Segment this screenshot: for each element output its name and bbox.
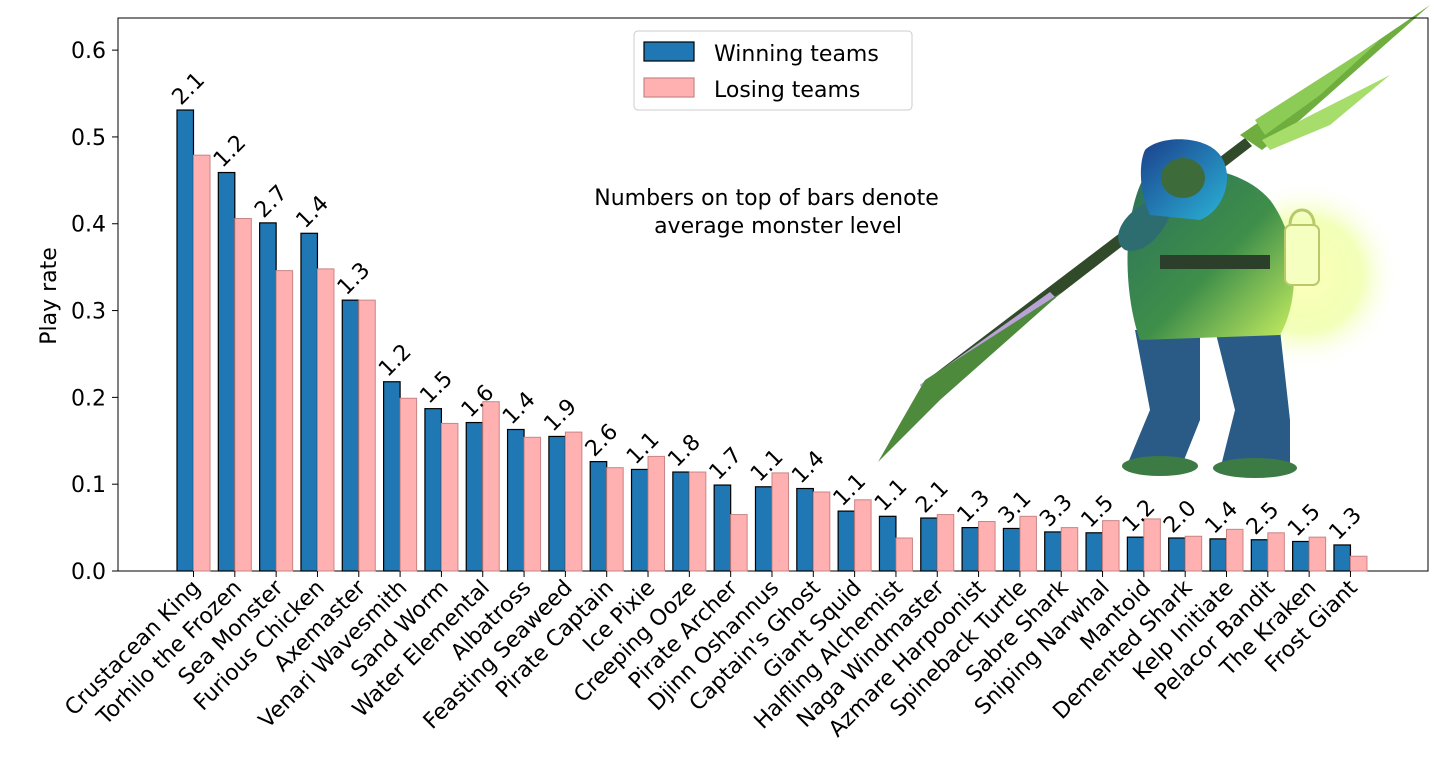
bar-winning bbox=[548, 435, 566, 572]
y-tick-label: 0.5 bbox=[71, 126, 106, 151]
bar-winning bbox=[1333, 544, 1352, 572]
bar-winning bbox=[259, 222, 277, 572]
bar-winning bbox=[424, 408, 443, 572]
bar-winning bbox=[1002, 527, 1021, 572]
bar-winning bbox=[796, 487, 814, 572]
legend-label-losing: Losing teams bbox=[714, 78, 860, 103]
y-tick-label: 0.1 bbox=[71, 473, 106, 498]
annotation-text: Numbers on top of bars denote average mo… bbox=[594, 186, 945, 239]
bar-winning bbox=[1168, 537, 1186, 572]
monster-illustration bbox=[878, 5, 1430, 478]
y-tick-label: 0.0 bbox=[71, 560, 106, 585]
bar-losing bbox=[316, 268, 335, 572]
bar-losing bbox=[812, 491, 831, 572]
bar-losing bbox=[1226, 528, 1244, 572]
bar-winning bbox=[1292, 540, 1310, 572]
bar-winning bbox=[383, 381, 401, 572]
annotation-line-2: average monster level bbox=[654, 214, 902, 239]
bar-losing bbox=[523, 436, 542, 572]
legend-swatch-losing bbox=[643, 77, 695, 98]
bars bbox=[176, 109, 1368, 572]
bar-winning bbox=[217, 171, 236, 572]
bar-winning bbox=[754, 486, 773, 572]
legend-label-winning: Winning teams bbox=[714, 42, 879, 67]
bar-losing bbox=[234, 218, 252, 572]
bar-losing bbox=[647, 455, 666, 572]
bar-winning bbox=[1250, 539, 1269, 572]
bar-winning bbox=[1085, 532, 1104, 572]
bar-winning bbox=[672, 471, 690, 572]
bar-losing bbox=[771, 472, 789, 572]
bar-winning bbox=[1209, 538, 1228, 572]
bar-winning bbox=[341, 299, 360, 572]
bar-losing bbox=[275, 270, 294, 572]
bar-losing bbox=[1143, 518, 1161, 572]
bar-losing bbox=[1019, 515, 1037, 572]
legend: Winning teams Losing teams bbox=[633, 30, 913, 111]
bar-winning bbox=[961, 526, 980, 572]
bar-losing bbox=[482, 401, 500, 572]
bar-losing bbox=[936, 514, 955, 572]
bar-winning bbox=[837, 510, 856, 572]
bar-losing bbox=[1184, 535, 1203, 572]
bar-winning bbox=[1044, 531, 1062, 572]
legend-swatch-winning bbox=[643, 41, 695, 62]
bar-winning bbox=[465, 421, 484, 572]
bar-losing bbox=[399, 397, 418, 572]
bar-winning bbox=[1126, 536, 1145, 572]
y-tick-label: 0.4 bbox=[71, 213, 106, 238]
bar-losing bbox=[730, 514, 748, 572]
bar-winning bbox=[713, 484, 732, 572]
y-tick-label: 0.3 bbox=[71, 300, 106, 325]
bar-losing bbox=[564, 431, 583, 572]
bar-losing bbox=[688, 471, 707, 572]
y-tick-label: 0.2 bbox=[71, 386, 106, 411]
bar-losing bbox=[895, 537, 913, 572]
bar-losing bbox=[1102, 520, 1120, 572]
bar-losing bbox=[606, 467, 624, 572]
bar-losing bbox=[1060, 527, 1079, 572]
y-axis: 0.0 0.1 0.2 0.3 0.4 0.5 0.6 bbox=[71, 39, 118, 585]
bar-losing bbox=[854, 499, 872, 572]
bar-losing bbox=[978, 521, 996, 572]
bar-winning bbox=[176, 109, 195, 572]
y-tick-label: 0.6 bbox=[71, 39, 106, 64]
bar-winning bbox=[630, 468, 649, 572]
bar-winning bbox=[300, 232, 319, 572]
annotation-line-1: Numbers on top of bars denote bbox=[594, 186, 938, 211]
bar-winning bbox=[920, 517, 938, 572]
bar-winning bbox=[878, 515, 897, 572]
bar-losing bbox=[440, 422, 459, 572]
bar-winning bbox=[589, 461, 608, 572]
y-axis-label: Play rate bbox=[37, 247, 62, 345]
bar-losing bbox=[1349, 555, 1368, 572]
bar-losing bbox=[193, 154, 211, 572]
bar-winning bbox=[506, 428, 525, 572]
bar-losing bbox=[358, 299, 376, 572]
bar-losing bbox=[1308, 536, 1327, 572]
bar-losing bbox=[1267, 532, 1285, 572]
